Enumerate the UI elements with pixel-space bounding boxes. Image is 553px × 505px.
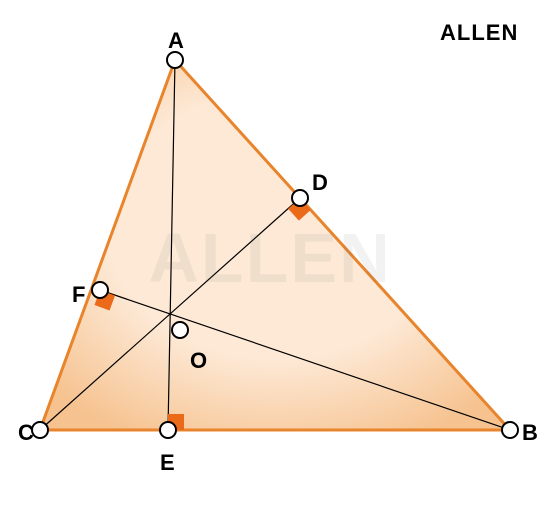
point-o: [172, 322, 188, 338]
watermark-text: ALLEN: [148, 218, 391, 298]
point-d: [292, 190, 308, 206]
label-o: O: [190, 348, 207, 374]
label-f: F: [72, 282, 85, 308]
label-c: C: [18, 420, 34, 446]
label-d: D: [312, 170, 328, 196]
label-e: E: [160, 450, 175, 476]
point-e: [160, 422, 176, 438]
brand-logo: ALLEN: [440, 20, 518, 46]
point-a: [167, 52, 183, 68]
label-b: B: [522, 420, 538, 446]
point-f: [92, 282, 108, 298]
point-b: [502, 422, 518, 438]
label-a: A: [168, 28, 184, 54]
point-c: [32, 422, 48, 438]
